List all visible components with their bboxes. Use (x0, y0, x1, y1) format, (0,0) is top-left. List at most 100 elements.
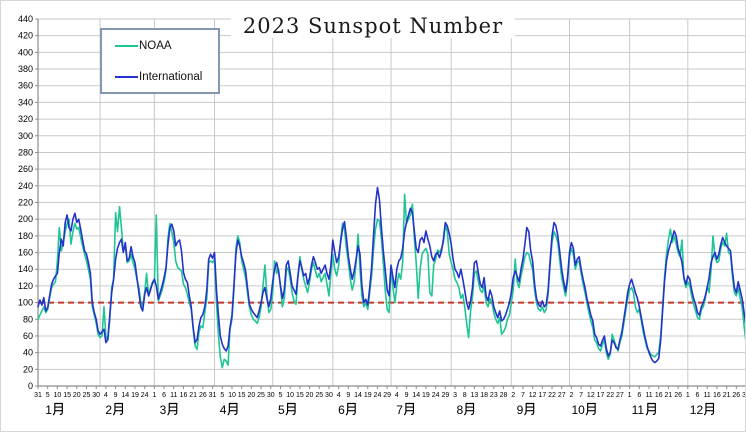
gatsu-month-glyph (524, 402, 535, 416)
x-tick-label: 20 (247, 392, 255, 399)
x-tick-label: 30 (267, 392, 275, 399)
x-tick-label: 31 (209, 392, 217, 399)
x-tick-label: 3 (453, 392, 457, 399)
month-label: 6 (338, 403, 345, 417)
x-tick-label: 11 (645, 392, 652, 399)
x-tick-label: 1 (628, 392, 632, 399)
x-tick-label: 6 (162, 392, 166, 399)
x-tick-label: 28 (500, 392, 508, 399)
x-tick-label: 19 (131, 392, 139, 399)
x-tick-label: 2 (569, 392, 573, 399)
gatsu-month-glyph (585, 402, 596, 416)
x-tick-label: 16 (655, 392, 663, 399)
x-tick-label: 10 (286, 392, 294, 399)
gatsu-month-glyph (167, 402, 178, 416)
x-tick-label: 27 (616, 392, 624, 399)
x-tick-label: 27 (558, 392, 566, 399)
noaa-line (37, 193, 745, 369)
x-tick-label: 22 (548, 392, 556, 399)
x-tick-label: 1 (152, 392, 156, 399)
x-tick-label: 7 (521, 392, 525, 399)
y-tick-label: 0 (28, 381, 33, 391)
month-label: 11 (632, 403, 645, 417)
x-tick-label: 11 (170, 392, 177, 399)
y-tick-label: 40 (23, 348, 33, 358)
y-tick-label: 100 (18, 298, 33, 308)
x-tick-label: 21 (665, 392, 673, 399)
x-tick-label: 19 (422, 392, 430, 399)
y-tick-label: 240 (18, 181, 33, 191)
x-tick-label: 26 (199, 392, 207, 399)
month-label: 4 (220, 403, 227, 417)
international-line-swatch (115, 75, 138, 78)
y-tick-label: 320 (18, 114, 33, 124)
gatsu-month-glyph (464, 402, 475, 416)
x-tick-label: 23 (490, 392, 498, 399)
y-tick-label: 140 (18, 264, 33, 274)
x-tick-label: 22 (606, 392, 614, 399)
y-tick-label: 400 (18, 47, 33, 57)
x-tick-label: 6 (696, 392, 700, 399)
x-tick-label: 29 (383, 392, 391, 399)
x-tick-label: 4 (337, 392, 341, 399)
x-tick-label: 31 (742, 392, 746, 399)
x-tick-label: 5 (279, 392, 283, 399)
legend-item-noaa: NOAA (102, 40, 218, 52)
gatsu-month-glyph (704, 402, 715, 416)
x-tick-label: 15 (63, 392, 71, 399)
y-tick-label: 200 (18, 214, 33, 224)
x-tick-label: 10 (53, 392, 61, 399)
gatsu-month-glyph (285, 402, 296, 416)
noaa-line-swatch (115, 44, 138, 47)
y-tick-label: 80 (23, 314, 33, 324)
x-tick-label: 25 (315, 392, 323, 399)
y-tick-label: 360 (18, 81, 33, 91)
legend-item-international: International (102, 71, 218, 83)
x-tick-label: 31 (34, 392, 42, 399)
x-tick-label: 12 (587, 392, 595, 399)
x-tick-label: 2 (511, 392, 515, 399)
month-label: 3 (160, 403, 167, 417)
x-tick-label: 9 (114, 392, 118, 399)
x-tick-label: 20 (73, 392, 81, 399)
x-tick-label: 29 (441, 392, 449, 399)
x-tick-label: 14 (412, 392, 420, 399)
x-tick-label: 30 (325, 392, 333, 399)
legend-label-international: International (139, 70, 203, 83)
chart-title: 2023 Sunspot Number (230, 14, 516, 38)
legend: NOAA International (100, 28, 220, 94)
x-tick-label: 25 (83, 392, 91, 399)
month-label: 10 (571, 403, 585, 417)
x-tick-label: 24 (374, 392, 382, 399)
x-tick-label: 17 (597, 392, 605, 399)
y-tick-label: 220 (18, 198, 33, 208)
x-tick-label: 4 (104, 392, 108, 399)
month-label: 9 (517, 403, 524, 417)
x-tick-label: 16 (713, 392, 721, 399)
gatsu-month-glyph (112, 402, 124, 416)
x-tick-label: 10 (228, 392, 236, 399)
gatsu-month-glyph (645, 402, 656, 416)
x-tick-label: 13 (471, 392, 479, 399)
x-tick-label: 14 (121, 392, 129, 399)
x-tick-label: 30 (92, 392, 100, 399)
x-tick-label: 26 (674, 392, 682, 399)
x-tick-label: 8 (463, 392, 467, 399)
y-tick-label: 120 (18, 281, 33, 291)
y-tick-label: 180 (18, 231, 33, 241)
x-tick-label: 26 (732, 392, 740, 399)
x-tick-label: 12 (529, 392, 537, 399)
x-tick-label: 21 (189, 392, 197, 399)
x-tick-label: 21 (723, 392, 731, 399)
month-label: 2 (105, 403, 112, 417)
y-tick-label: 160 (18, 248, 33, 258)
x-tick-label: 17 (538, 392, 546, 399)
month-label: 12 (690, 403, 704, 417)
x-tick-label: 24 (141, 392, 149, 399)
x-tick-label: 6 (637, 392, 641, 399)
y-tick-label: 380 (18, 64, 33, 74)
x-tick-label: 5 (46, 392, 50, 399)
x-tick-label: 15 (296, 392, 304, 399)
y-tick-label: 60 (23, 331, 33, 341)
